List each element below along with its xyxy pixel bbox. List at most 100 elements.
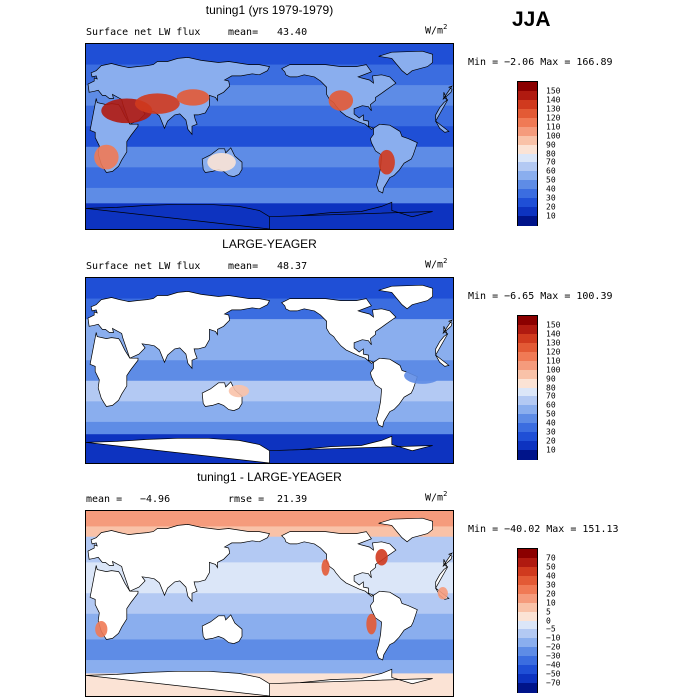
colorbar-swatch bbox=[518, 324, 537, 335]
colorbar-tick-label: 100 bbox=[546, 131, 561, 141]
mean-value: 48.37 bbox=[277, 261, 308, 272]
minmax-label: Min = −6.65 Max = 100.39 bbox=[468, 291, 613, 302]
ocean-band bbox=[86, 660, 453, 674]
continent-namerica bbox=[281, 298, 397, 364]
colorbar-tick-label: 20 bbox=[546, 202, 556, 212]
colorbar-tick-label: 70 bbox=[546, 391, 556, 401]
anomaly-region bbox=[95, 620, 108, 638]
ocean-band bbox=[86, 187, 453, 204]
colorbar-tick-label: 60 bbox=[546, 166, 556, 176]
map-plot bbox=[85, 510, 454, 697]
colorbar-swatch bbox=[518, 593, 537, 604]
colorbar-swatch bbox=[518, 683, 537, 693]
colorbar-swatch bbox=[518, 316, 537, 326]
colorbar-swatch bbox=[518, 611, 537, 621]
anomaly-region bbox=[176, 89, 210, 106]
colorbar-tick-label: 120 bbox=[546, 113, 561, 123]
colorbar-swatch bbox=[518, 198, 537, 208]
colorbar-tick-label: 70 bbox=[546, 157, 556, 167]
colorbar-swatch bbox=[518, 396, 537, 406]
colorbar-tick-label: 40 bbox=[546, 418, 556, 428]
continent-greenland bbox=[378, 284, 433, 310]
continent-europe_asia bbox=[87, 57, 453, 136]
panel-title: LARGE-YEAGER bbox=[222, 237, 317, 251]
colorbar-swatch bbox=[518, 117, 537, 128]
colorbar-swatch bbox=[518, 99, 537, 110]
colorbar-tick-label: 90 bbox=[546, 374, 556, 384]
map-svg bbox=[86, 511, 453, 696]
colorbar-swatch bbox=[518, 674, 537, 684]
map-plot bbox=[85, 43, 454, 230]
ocean-band bbox=[86, 401, 453, 423]
colorbar-tick-label: 40 bbox=[546, 571, 556, 581]
colorbar-tick-label: 30 bbox=[546, 193, 556, 203]
continent-greenland bbox=[378, 50, 433, 76]
anomaly-region bbox=[375, 549, 388, 566]
mean-label: mean = bbox=[86, 494, 123, 505]
continent-antarctica bbox=[86, 435, 433, 463]
ocean-band bbox=[86, 360, 453, 382]
anomaly-region bbox=[378, 149, 395, 175]
map-plot bbox=[85, 277, 454, 464]
colorbar-tick-label: −50 bbox=[546, 669, 561, 679]
continent-australia bbox=[201, 614, 243, 644]
colorbar-tick-label: 30 bbox=[546, 580, 556, 590]
colorbar-swatch bbox=[518, 566, 537, 577]
anomaly-region bbox=[321, 559, 330, 576]
colorbar-swatch bbox=[518, 665, 537, 675]
rmse-value: 21.39 bbox=[277, 494, 308, 505]
colorbar-swatch bbox=[518, 108, 537, 119]
colorbar-swatch bbox=[518, 602, 537, 613]
minmax-label: Min = −40.02 Max = 151.13 bbox=[468, 524, 619, 535]
anomaly-region bbox=[134, 93, 180, 114]
colorbar-swatch bbox=[518, 126, 537, 137]
colorbar-swatch bbox=[518, 153, 537, 163]
mean-label: mean= bbox=[228, 27, 259, 38]
colorbar: 70 50 40 30 20 10 5 0 −5 −10 −20 −30 −40 −50 −70 bbox=[517, 548, 560, 693]
colorbar-tick-label: 60 bbox=[546, 400, 556, 410]
colorbar-swatch bbox=[518, 387, 537, 397]
units-label: W/m2 bbox=[425, 490, 448, 504]
colorbar-tick-label: −5 bbox=[546, 624, 556, 634]
colorbar-tick-label: 10 bbox=[546, 211, 556, 221]
field-label: Surface net LW flux bbox=[86, 27, 201, 38]
colorbar-tick-label: 50 bbox=[546, 409, 556, 419]
colorbar-tick-label: −40 bbox=[546, 660, 561, 670]
units-label: W/m2 bbox=[425, 257, 448, 271]
colorbar-swatch bbox=[518, 378, 537, 388]
ocean-band bbox=[86, 126, 453, 148]
continent-europe_asia bbox=[87, 291, 453, 370]
colorbar-swatch bbox=[518, 423, 537, 433]
colorbar-tick-label: 130 bbox=[546, 104, 561, 114]
colorbar-tick-label: 5 bbox=[546, 607, 551, 617]
colorbar-tick-label: 20 bbox=[546, 436, 556, 446]
colorbar-tick-label: 50 bbox=[546, 175, 556, 185]
colorbar-swatch bbox=[518, 162, 537, 172]
colorbar-tick-label: 30 bbox=[546, 427, 556, 437]
colorbar-swatch bbox=[518, 557, 537, 568]
colorbar-swatch bbox=[518, 450, 537, 460]
rmse-label: rmse = bbox=[228, 494, 265, 505]
colorbar-tick-label: 80 bbox=[546, 149, 556, 158]
colorbar-swatch bbox=[518, 584, 537, 595]
minmax-label: Min = −2.06 Max = 166.89 bbox=[468, 57, 613, 68]
colorbar-swatch bbox=[518, 549, 537, 559]
colorbar-swatch bbox=[518, 638, 537, 648]
colorbar-tick-label: 10 bbox=[546, 598, 556, 608]
continent-antarctica bbox=[86, 668, 433, 696]
colorbar-swatch bbox=[518, 342, 537, 353]
colorbar-tick-label: 120 bbox=[546, 347, 561, 357]
colorbar-swatch bbox=[518, 216, 537, 226]
colorbar-swatch bbox=[518, 144, 537, 154]
continent-samerica bbox=[370, 590, 418, 661]
ocean-band bbox=[86, 511, 453, 527]
anomaly-region bbox=[207, 152, 236, 172]
anomaly-region bbox=[94, 144, 119, 170]
colorbar-swatch bbox=[518, 656, 537, 666]
anomaly-region bbox=[366, 613, 377, 635]
colorbar-swatch bbox=[518, 189, 537, 199]
season-label: JJA bbox=[512, 8, 551, 31]
anomaly-region bbox=[437, 587, 448, 600]
colorbar-swatch bbox=[518, 414, 537, 424]
ocean-band bbox=[86, 167, 453, 189]
